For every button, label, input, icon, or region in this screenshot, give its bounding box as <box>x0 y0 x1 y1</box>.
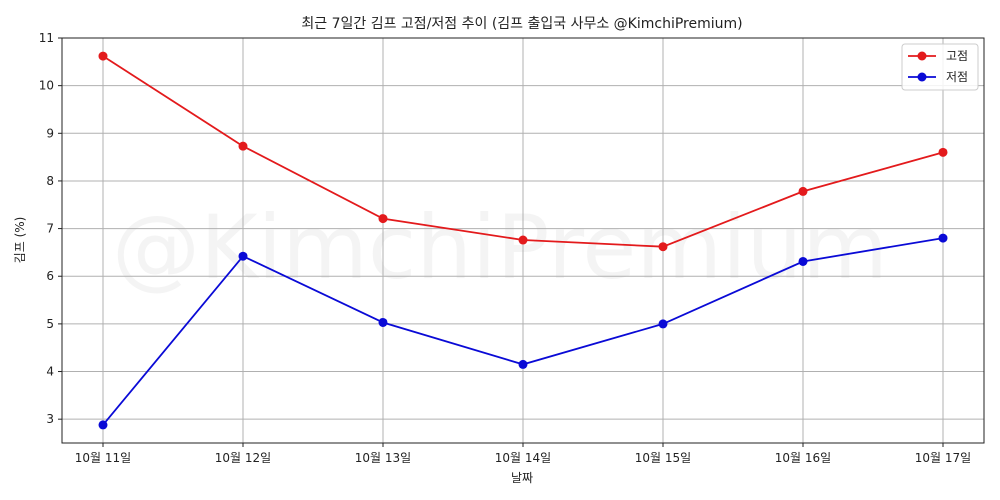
data-point <box>238 251 248 261</box>
plot-frame <box>61 37 985 444</box>
y-axis-label: 김프 (%) <box>13 217 27 264</box>
x-axis-label: 날짜 <box>511 471 533 485</box>
legend-item: 고점 <box>908 49 968 63</box>
data-point <box>798 186 808 196</box>
data-point <box>938 233 948 243</box>
series-1 <box>98 51 948 252</box>
y-tick-label: 11 <box>39 31 54 45</box>
legend-label: 저점 <box>946 70 968 84</box>
x-tick-label: 10월 12일 <box>215 451 271 465</box>
x-tick-label: 10월 17일 <box>915 451 971 465</box>
legend-label: 고점 <box>946 49 968 63</box>
x-tick-label: 10월 16일 <box>775 451 831 465</box>
watermark: @KimchiPremium <box>112 196 888 299</box>
x-tick-label: 10월 14일 <box>495 451 551 465</box>
chart-title: 최근 7일간 김프 고점/저점 추이 (김프 출입국 사무소 @KimchiPr… <box>301 16 742 32</box>
legend-marker <box>917 72 927 82</box>
y-tick-label: 3 <box>46 412 54 426</box>
y-tick-label: 6 <box>46 269 54 283</box>
data-point <box>98 51 108 61</box>
y-tick-label: 9 <box>46 126 54 140</box>
data-point <box>798 256 808 266</box>
grid <box>62 37 984 443</box>
axes: 10월 11일 10월 12일 10월 13일 10월 14일 10월 15일 10월 1… <box>39 31 985 465</box>
data-point <box>658 242 668 252</box>
legend-item: 저점 <box>908 70 968 84</box>
data-point <box>238 141 248 151</box>
series-layer <box>98 51 948 430</box>
data-point <box>518 359 528 369</box>
data-point <box>658 319 668 329</box>
y-tick-label: 8 <box>46 174 54 188</box>
x-tick-label: 10월 15일 <box>635 451 691 465</box>
legend-marker <box>917 51 927 61</box>
y-tick-label: 10 <box>39 79 54 93</box>
data-point <box>938 147 948 157</box>
x-tick-label: 10월 11일 <box>75 451 131 465</box>
y-tick-label: 5 <box>46 317 54 331</box>
series-2 <box>98 233 948 430</box>
data-point <box>378 317 388 327</box>
x-tick-label: 10월 13일 <box>355 451 411 465</box>
data-point <box>98 420 108 430</box>
y-tick-label: 7 <box>46 222 54 236</box>
data-point <box>378 214 388 224</box>
y-tick-label: 4 <box>46 365 54 379</box>
data-point <box>518 235 528 245</box>
